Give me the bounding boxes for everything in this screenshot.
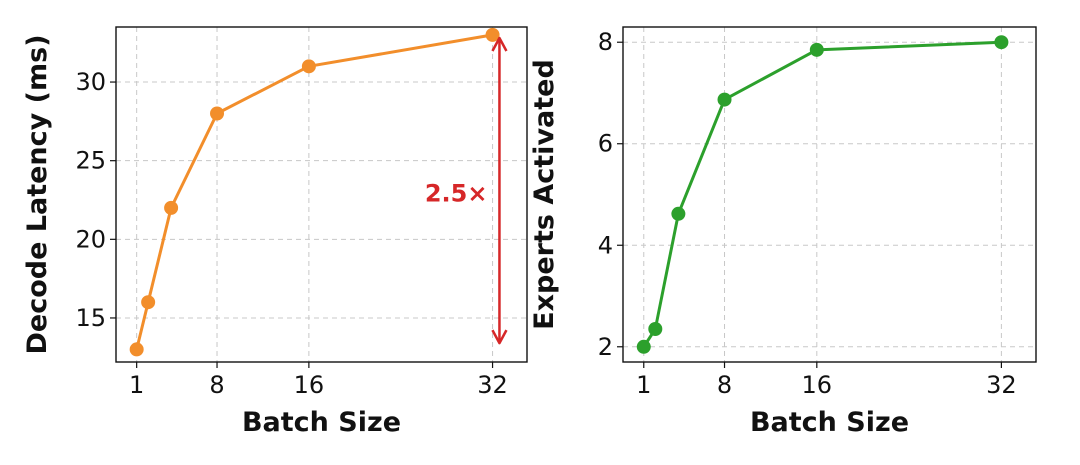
fold-increase-arrow-head-bottom — [491, 329, 508, 345]
latency-data-point — [485, 27, 500, 42]
experts-x-axis-title: Batch Size — [750, 407, 909, 438]
fold-increase-arrow-head-top — [491, 36, 508, 52]
latency-series-line — [135, 33, 493, 350]
latency-x-tick-label: 32 — [477, 371, 508, 399]
fold-increase-annotation: 2.5× — [425, 180, 488, 208]
experts-plot-frame — [622, 26, 1037, 363]
latency-y-axis-title: Decode Latency (ms) — [22, 34, 53, 354]
experts-x-tick-label: 16 — [802, 371, 833, 399]
latency-x-axis-title: Batch Size — [242, 407, 401, 438]
latency-data-point — [301, 59, 316, 74]
experts-x-tick-label: 32 — [986, 371, 1017, 399]
experts-y-tick-label: 4 — [598, 231, 613, 259]
latency-y-tick-label: 20 — [75, 225, 106, 253]
experts-y-tick-label: 8 — [598, 28, 613, 56]
latency-data-point — [129, 342, 144, 357]
experts-y-tick-label: 2 — [598, 333, 613, 361]
experts-x-tick-label: 1 — [636, 371, 651, 399]
latency-x-tick-label: 1 — [129, 371, 144, 399]
experts-y-tick-label: 6 — [598, 130, 613, 158]
latency-plot-frame — [115, 26, 528, 363]
experts-data-point — [671, 206, 686, 221]
experts-data-point — [648, 322, 663, 337]
experts-data-point — [809, 42, 824, 57]
latency-x-tick-label: 16 — [294, 371, 325, 399]
latency-data-point — [210, 106, 225, 121]
experts-x-tick-label: 8 — [717, 371, 732, 399]
latency-data-point — [164, 200, 179, 215]
experts-data-point — [994, 35, 1009, 50]
latency-data-point — [141, 295, 156, 310]
latency-x-tick-label: 8 — [209, 371, 224, 399]
latency-y-tick-label: 25 — [75, 147, 106, 175]
latency-panel: 1 8 16 32 15 20 25 30 Batch Size Decode Latency (… — [22, 26, 528, 438]
experts-data-point — [636, 339, 651, 354]
experts-data-point — [717, 92, 732, 107]
latency-y-tick-label: 30 — [75, 68, 106, 96]
experts-panel: 1 8 16 32 2 4 6 8 Batch Size Experts Activated — [529, 26, 1037, 438]
latency-y-tick-label: 15 — [75, 304, 106, 332]
experts-series-line — [642, 40, 1002, 348]
experts-y-axis-title: Experts Activated — [529, 59, 560, 330]
